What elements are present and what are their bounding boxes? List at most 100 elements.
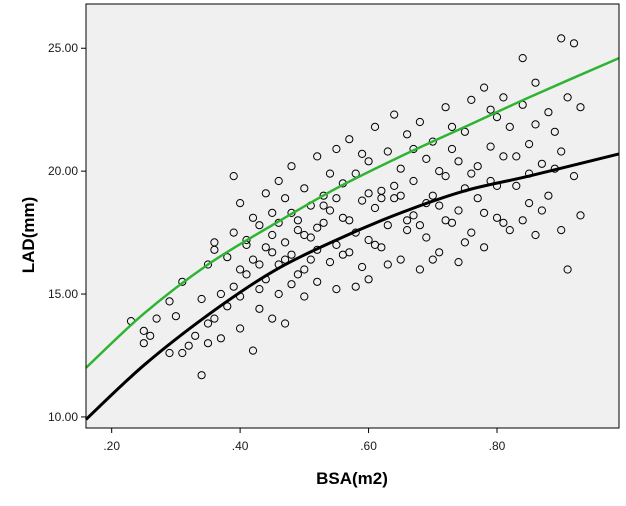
data-point — [268, 208, 277, 217]
data-point — [544, 191, 553, 200]
data-point — [319, 201, 328, 210]
data-point — [281, 319, 290, 328]
data-point — [152, 314, 161, 323]
data-point — [492, 113, 502, 122]
data-point — [293, 270, 302, 279]
data-point — [210, 245, 219, 254]
data-point — [255, 304, 264, 313]
data-point — [467, 169, 476, 178]
data-point — [415, 117, 424, 127]
y-tick-label: 20.00 — [48, 164, 78, 178]
data-point — [409, 176, 418, 186]
data-point — [171, 312, 180, 321]
data-point — [300, 292, 309, 301]
data-point — [178, 348, 187, 358]
data-point — [255, 221, 264, 230]
data-point — [332, 194, 341, 203]
data-point — [313, 223, 322, 232]
data-point — [300, 230, 309, 240]
data-point — [499, 152, 508, 161]
plot-area — [86, 4, 619, 428]
data-point — [435, 248, 444, 257]
x-axis-title: BSA(m2) — [316, 469, 388, 488]
data-point — [512, 181, 521, 190]
data-point — [447, 144, 457, 154]
data-point — [287, 162, 296, 171]
data-point — [486, 105, 495, 114]
data-point — [358, 196, 367, 205]
data-point — [569, 39, 579, 48]
data-point — [274, 289, 283, 299]
x-tick-label: .20 — [103, 439, 120, 453]
data-point — [447, 122, 457, 132]
x-tick-label: .60 — [360, 439, 377, 453]
data-point — [518, 216, 527, 225]
y-tick-label: 25.00 — [48, 41, 78, 55]
data-point — [287, 280, 296, 289]
data-point — [537, 206, 547, 215]
data-point — [236, 265, 245, 274]
data-point — [191, 331, 200, 340]
data-point — [351, 282, 360, 291]
x-tick-label: .40 — [232, 439, 249, 453]
data-point — [332, 144, 341, 154]
data-point — [428, 255, 437, 264]
data-point — [255, 285, 264, 294]
data-point — [281, 194, 290, 203]
data-point — [480, 208, 489, 217]
data-point — [236, 324, 245, 333]
data-point — [454, 206, 463, 215]
data-point — [139, 326, 148, 335]
data-point — [268, 248, 277, 257]
plot-frame — [85, 3, 620, 429]
data-point — [358, 149, 367, 158]
data-point — [557, 226, 566, 235]
data-point — [480, 83, 489, 92]
data-point — [569, 172, 579, 181]
data-point — [460, 238, 469, 247]
data-point — [512, 152, 521, 161]
data-point — [281, 238, 290, 247]
data-point — [480, 243, 489, 252]
data-point — [197, 371, 206, 380]
data-point — [576, 103, 585, 112]
data-point — [492, 213, 502, 222]
data-point — [422, 154, 431, 163]
data-point — [364, 157, 373, 166]
data-point — [242, 235, 251, 245]
data-point — [319, 191, 328, 200]
data-point — [383, 260, 392, 269]
data-point — [396, 164, 405, 173]
x-tick-label: .80 — [489, 439, 506, 453]
data-point — [576, 211, 585, 220]
data-point — [537, 159, 547, 168]
data-point — [396, 255, 405, 264]
data-point — [325, 258, 335, 267]
data-point — [544, 108, 553, 117]
data-point — [319, 218, 328, 227]
data-point — [197, 294, 206, 304]
data-point — [338, 250, 347, 259]
data-point — [345, 135, 354, 144]
y-tick-label: 15.00 — [48, 287, 78, 301]
data-point — [216, 334, 225, 343]
data-point — [370, 203, 380, 213]
data-point — [293, 226, 302, 235]
data-point — [505, 226, 514, 235]
data-point — [390, 181, 399, 190]
data-point — [165, 348, 174, 358]
data-point — [261, 243, 270, 252]
data-point — [435, 167, 444, 176]
data-point — [441, 172, 450, 181]
data-point — [248, 255, 258, 264]
data-point — [403, 226, 412, 235]
data-point — [223, 253, 232, 262]
data-point — [268, 230, 277, 240]
data-point — [377, 194, 386, 203]
data-point — [255, 260, 264, 269]
data-point — [454, 258, 463, 267]
data-point — [300, 265, 309, 274]
data-point — [383, 221, 392, 230]
data-point — [358, 262, 367, 272]
